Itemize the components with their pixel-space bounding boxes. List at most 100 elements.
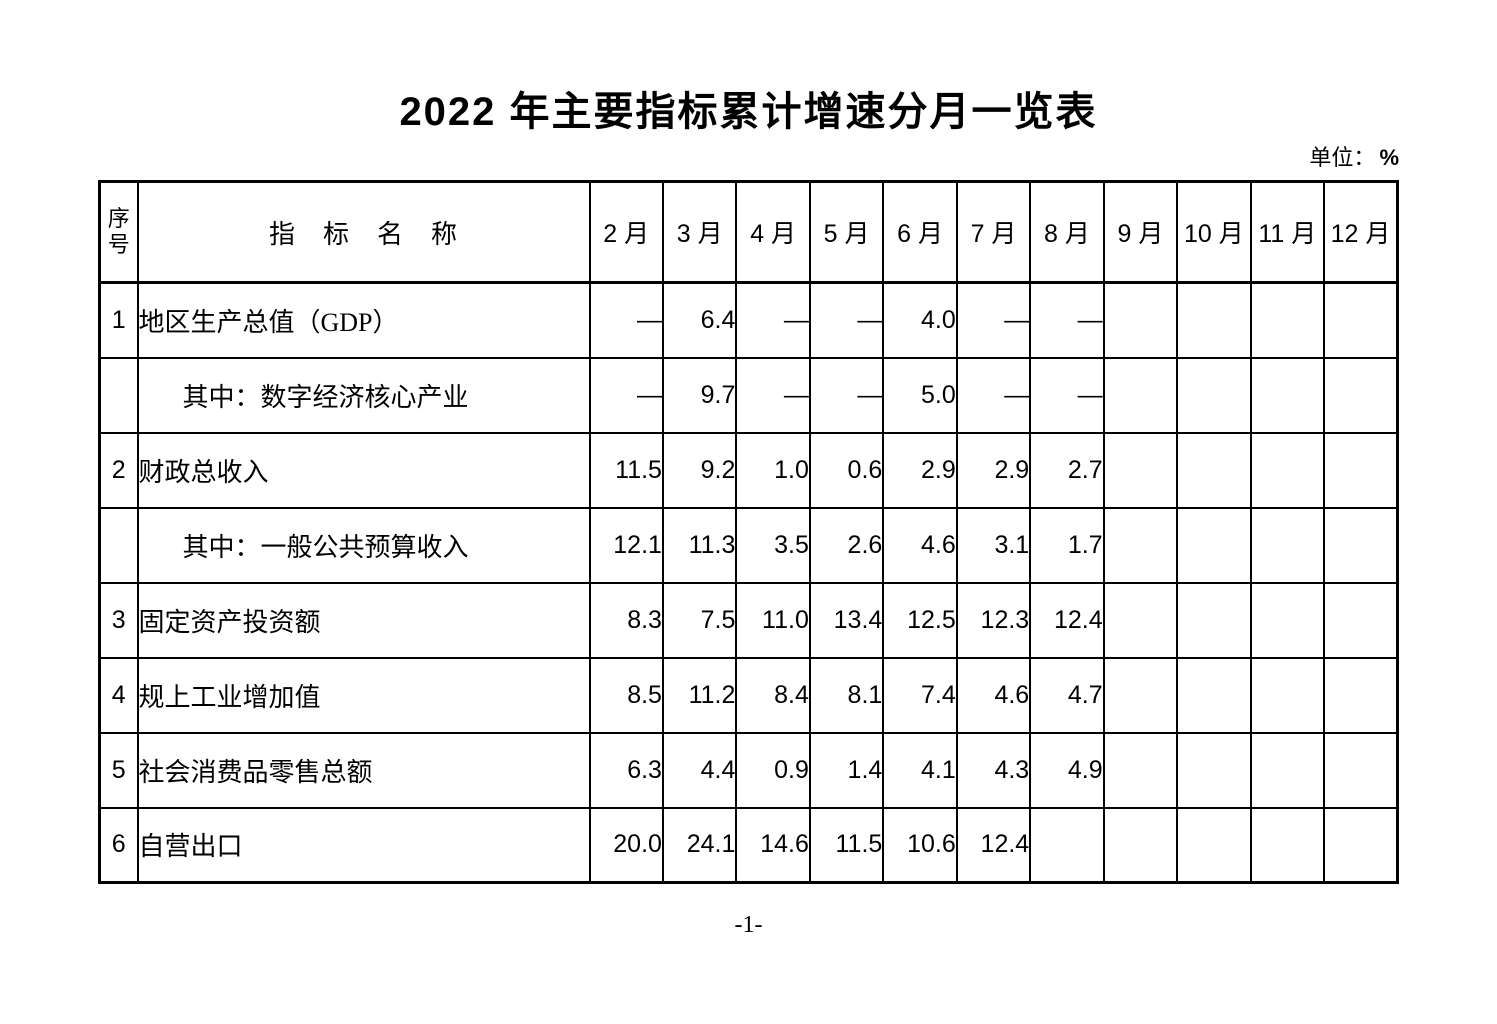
table-row: 3 固定资产投资额 8.3 7.5 11.0 13.4 12.5 12.3 12.4 <box>98 581 1399 659</box>
value-cell <box>1249 656 1326 734</box>
value-cell: 10.6 <box>882 806 958 884</box>
value-cell: 24.1 <box>661 806 738 884</box>
value-cell: 2.6 <box>808 506 885 584</box>
row-seq-number: 6 <box>98 806 139 884</box>
value-cell: 4.0 <box>882 281 958 359</box>
indicator-name: 财政总收入 <box>136 431 591 509</box>
value-cell: 3.5 <box>735 506 811 584</box>
value-cell: — <box>1029 356 1105 434</box>
value-cell: 13.4 <box>808 581 885 659</box>
indicator-name: 固定资产投资额 <box>136 581 591 659</box>
value-cell: 8.5 <box>588 656 664 734</box>
value-cell <box>1102 581 1179 659</box>
value-cell: 5.0 <box>882 356 958 434</box>
value-cell: 6.3 <box>588 731 664 809</box>
value-cell: 12.5 <box>882 581 958 659</box>
value-cell: 11.5 <box>588 431 664 509</box>
value-cell: 12.1 <box>588 506 664 584</box>
column-header-month: 10 月 <box>1176 180 1252 285</box>
value-cell: 4.1 <box>882 731 958 809</box>
value-cell: 4.3 <box>955 731 1032 809</box>
page-number: -1- <box>734 912 763 939</box>
value-cell: — <box>1029 281 1105 359</box>
column-header-month: 2 月 <box>588 180 664 285</box>
value-cell: 12.4 <box>955 806 1032 884</box>
value-cell <box>1029 806 1105 884</box>
table-row: 其中：数字经济核心产业 —9.7— —5.0— — <box>98 356 1399 434</box>
value-cell: 4.6 <box>955 656 1032 734</box>
column-header-indicator-name: 指 标 名 称 <box>136 180 591 285</box>
column-header-month: 9 月 <box>1102 180 1179 285</box>
value-cell <box>1249 281 1326 359</box>
value-cell <box>1249 356 1326 434</box>
value-cell: 12.3 <box>955 581 1032 659</box>
value-cell <box>1102 356 1179 434</box>
table-row: 5 社会消费品零售总额 6.3 4.4 0.9 1.4 4.1 4.3 4.9 <box>98 731 1399 809</box>
value-cell <box>1249 506 1326 584</box>
value-cell: — <box>955 356 1032 434</box>
value-cell: 7.5 <box>661 581 738 659</box>
value-cell <box>1323 656 1399 734</box>
unit-symbol: % <box>1379 145 1399 170</box>
row-seq-number <box>98 506 139 584</box>
table-row: 1 地区生产总值（GDP） —6.4— —4.0— — <box>98 281 1399 359</box>
value-cell: 0.9 <box>735 731 811 809</box>
value-cell: 1.7 <box>1029 506 1105 584</box>
indicator-name: 规上工业增加值 <box>136 656 591 734</box>
value-cell: 1.4 <box>808 731 885 809</box>
value-cell: — <box>955 281 1032 359</box>
value-cell <box>1176 506 1252 584</box>
table-row: 4 规上工业增加值 8.5 11.2 8.4 8.1 7.4 4.6 4.7 <box>98 656 1399 734</box>
column-header-month: 11 月 <box>1249 180 1326 285</box>
row-seq-number: 4 <box>98 656 139 734</box>
unit-prefix: 单位： <box>1309 145 1376 170</box>
unit-label: 单位：% <box>98 145 1399 170</box>
column-header-month: 3 月 <box>661 180 738 285</box>
value-cell: 11.5 <box>808 806 885 884</box>
indicator-name: 地区生产总值（GDP） <box>136 281 591 359</box>
value-cell: 8.4 <box>735 656 811 734</box>
row-seq-number: 2 <box>98 431 139 509</box>
value-cell: 20.0 <box>588 806 664 884</box>
page-title: 2022 年主要指标累计增速分月一览表 <box>399 90 1098 134</box>
value-cell: 2.9 <box>955 431 1032 509</box>
value-cell: 12.4 <box>1029 581 1105 659</box>
column-header-month: 6 月 <box>882 180 958 285</box>
value-cell <box>1249 581 1326 659</box>
value-cell: 0.6 <box>808 431 885 509</box>
value-cell: 7.4 <box>882 656 958 734</box>
value-cell: — <box>735 281 811 359</box>
value-cell <box>1323 506 1399 584</box>
value-cell <box>1323 731 1399 809</box>
value-cell <box>1176 581 1252 659</box>
column-header-month: 7 月 <box>955 180 1032 285</box>
value-cell: 3.1 <box>955 506 1032 584</box>
value-cell: 11.3 <box>661 506 738 584</box>
column-header-month: 5 月 <box>808 180 885 285</box>
value-cell <box>1176 656 1252 734</box>
value-cell <box>1176 731 1252 809</box>
value-cell <box>1176 431 1252 509</box>
indicator-name: 社会消费品零售总额 <box>136 731 591 809</box>
value-cell <box>1102 281 1179 359</box>
value-cell: 11.0 <box>735 581 811 659</box>
value-cell <box>1102 431 1179 509</box>
value-cell: 11.2 <box>661 656 738 734</box>
value-cell <box>1249 731 1326 809</box>
value-cell: 4.6 <box>882 506 958 584</box>
value-cell: 4.4 <box>661 731 738 809</box>
table-row: 2 财政总收入 11.5 9.2 1.0 0.6 2.9 2.9 2.7 <box>98 431 1399 509</box>
value-cell <box>1323 431 1399 509</box>
value-cell: 8.1 <box>808 656 885 734</box>
indicator-name: 其中：一般公共预算收入 <box>136 506 591 584</box>
table-row: 6 自营出口 20.0 24.1 14.6 11.5 10.6 12.4 <box>98 806 1399 884</box>
row-seq-number: 1 <box>98 281 139 359</box>
row-seq-number <box>98 356 139 434</box>
value-cell <box>1176 806 1252 884</box>
value-cell <box>1102 656 1179 734</box>
value-cell: — <box>808 356 885 434</box>
value-cell <box>1249 431 1326 509</box>
